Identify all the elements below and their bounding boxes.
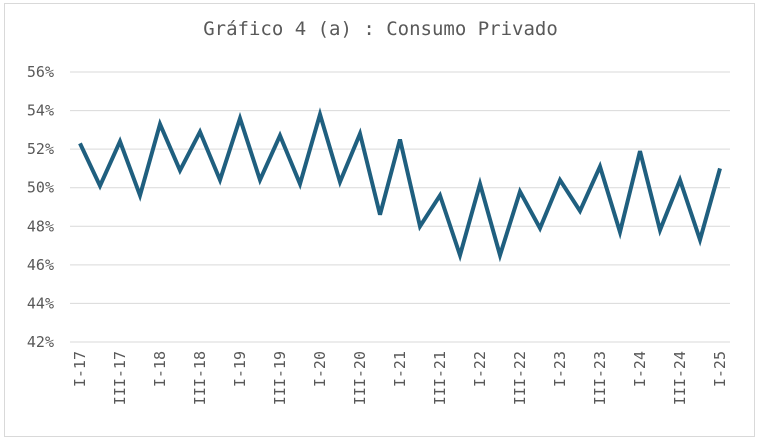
x-tick-label: I-20	[311, 351, 329, 387]
x-axis-ticks: I-17 III-17 I-18 III-18 I-19 III-19 I-20 III-20…	[71, 351, 729, 405]
y-tick-label: 54%	[27, 102, 54, 120]
x-tick-label: III-19	[271, 351, 289, 405]
y-axis-ticks: 42% 44% 46% 48% 50% 52% 54% 56%	[27, 63, 54, 351]
x-tick-label: I-24	[631, 351, 649, 387]
x-tick-label: III-21	[431, 351, 449, 405]
chart-frame	[4, 3, 755, 437]
y-tick-label: 42%	[27, 333, 54, 351]
x-tick-label: III-22	[511, 351, 529, 405]
x-tick-label: I-19	[231, 351, 249, 387]
x-tick-label: I-23	[551, 351, 569, 387]
x-tick-label: III-24	[671, 351, 689, 405]
x-tick-label: III-18	[191, 351, 209, 405]
y-tick-label: 52%	[27, 140, 54, 158]
series-layer	[78, 107, 722, 263]
y-tick-label: 50%	[27, 179, 54, 197]
x-tick-label: I-22	[471, 351, 489, 387]
x-tick-label: I-18	[151, 351, 169, 387]
x-tick-label: I-21	[391, 351, 409, 387]
y-tick-label: 56%	[27, 63, 54, 81]
gridlines	[70, 71, 730, 343]
series-line	[78, 107, 722, 263]
x-tick-label: III-20	[351, 351, 369, 405]
chart-title: Gráfico 4 (a) : Consumo Privado	[203, 18, 558, 40]
x-tick-label: III-23	[591, 351, 609, 405]
y-tick-label: 44%	[27, 294, 54, 312]
y-tick-label: 46%	[27, 256, 54, 274]
y-tick-label: 48%	[27, 217, 54, 235]
x-tick-label: III-17	[111, 351, 129, 405]
x-tick-label: I-17	[71, 351, 89, 387]
x-tick-label: I-25	[711, 351, 729, 387]
